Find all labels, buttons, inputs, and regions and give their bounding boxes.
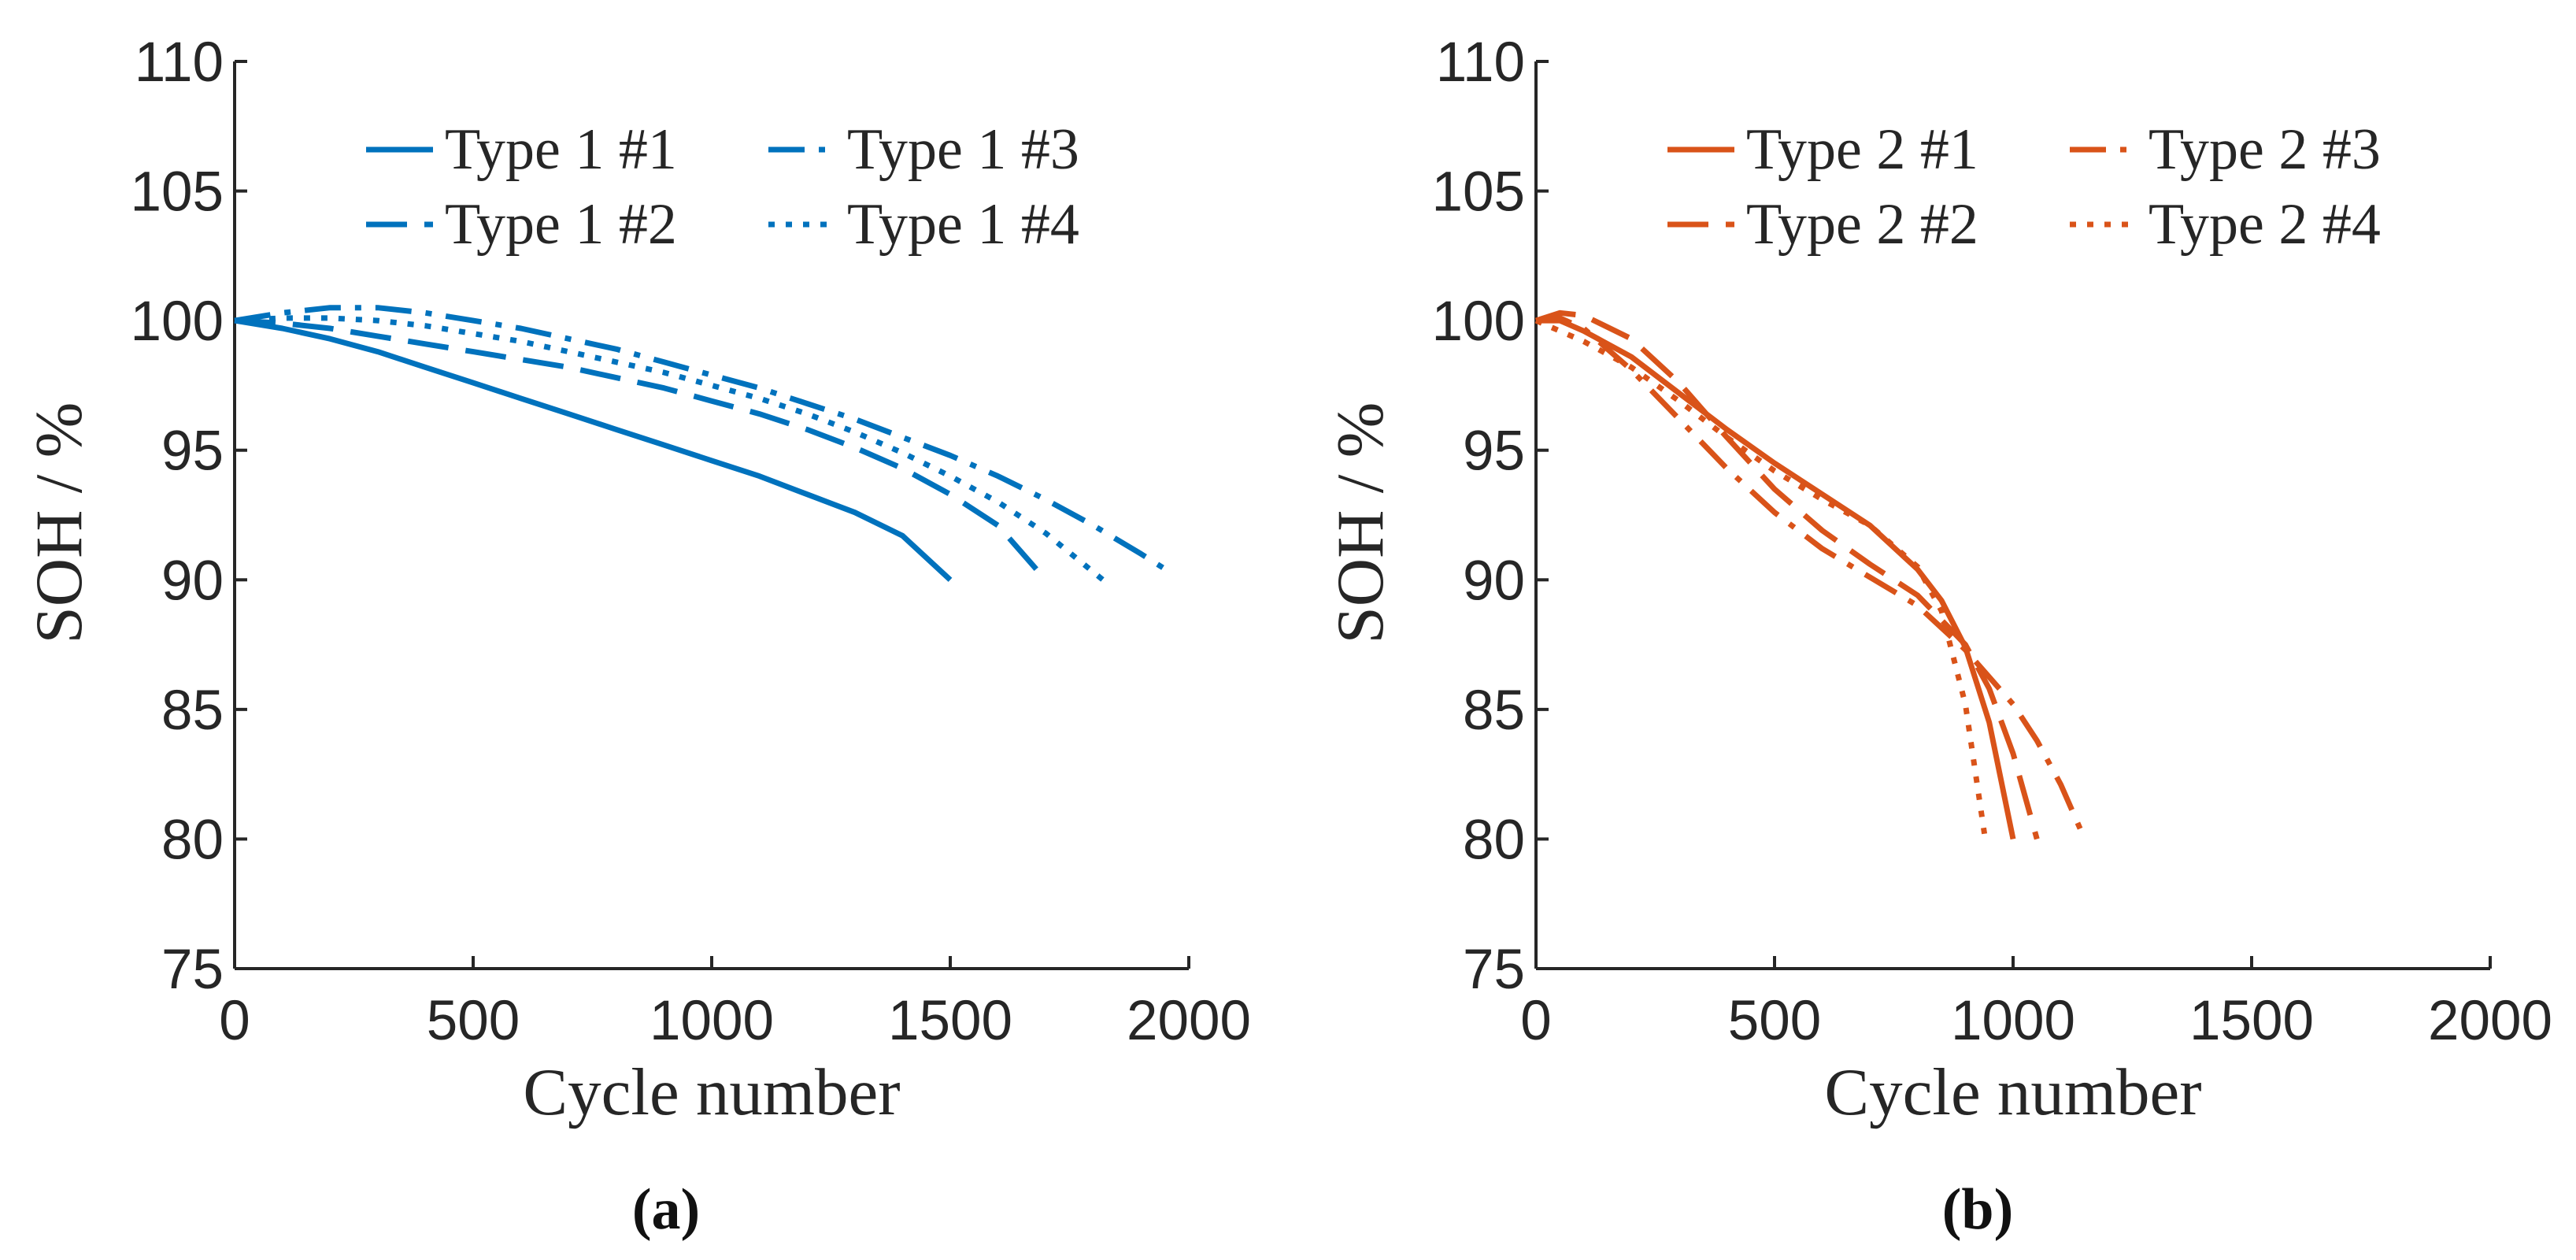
x-tick-label: 0 [1520, 990, 1552, 1052]
x-tick-label: 1000 [650, 990, 774, 1052]
y-tick-label: 85 [161, 680, 224, 742]
legend-entry: Type 1 #4 [847, 192, 1079, 257]
panel-label-a: (a) [632, 1177, 700, 1242]
x-axis-title-b: Cycle number [1824, 1055, 2201, 1129]
x-tick-label: 0 [219, 990, 250, 1052]
legend-entry: Type 2 #3 [2149, 117, 2381, 182]
y-tick-label: 105 [1432, 161, 1525, 224]
y-tick-label: 110 [1436, 32, 1525, 94]
legend-entry: Type 1 #2 [445, 192, 677, 257]
series-line-type-1-3 [234, 305, 1171, 575]
legend-entry: Type 1 #3 [847, 117, 1079, 182]
y-tick-label: 90 [1463, 550, 1525, 612]
y-tick-label: 95 [1463, 421, 1525, 483]
y-tick-label: 75 [161, 939, 224, 1001]
y-tick-label: 100 [1432, 291, 1525, 353]
legend-entry: Type 1 #1 [445, 117, 677, 182]
legend-entry: Type 2 #1 [1746, 117, 1978, 182]
y-axis-title-b: SOH / % [1323, 402, 1397, 644]
y-tick-label: 80 [1463, 809, 1525, 871]
y-tick-label: 100 [131, 291, 224, 353]
legend-entry: Type 2 #2 [1746, 192, 1978, 257]
y-tick-label: 85 [1463, 680, 1525, 742]
series-line-type-2-3 [1535, 315, 2088, 840]
legend-entry: Type 2 #4 [2149, 192, 2381, 257]
y-tick-label: 80 [161, 809, 224, 871]
y-tick-label: 90 [161, 550, 224, 612]
panel-label-b: (b) [1942, 1177, 2013, 1242]
x-tick-label: 500 [427, 990, 520, 1052]
series-line-type-2-1 [1536, 317, 2016, 840]
series-line-type-1-2 [234, 317, 1048, 582]
y-tick-label: 105 [131, 161, 224, 224]
series-line-type-2-2 [1534, 309, 2040, 840]
x-tick-label: 500 [1728, 990, 1821, 1052]
series-line-type-1-4 [234, 315, 1105, 583]
x-tick-label: 1000 [1951, 990, 2075, 1052]
x-axis-title-a: Cycle number [523, 1055, 900, 1129]
panel-a-chart: 75 80 85 90 95 100 105 110 0 500 1000 1500 2000 Cycle… [22, 32, 1251, 1242]
panel-b-chart: 75 80 85 90 95 100 105 110 0 500 1000 1500 2000 Cycle… [1323, 32, 2552, 1242]
series-line-type-1-1 [234, 317, 953, 582]
series-line-type-2-4 [1534, 317, 1988, 835]
x-tick-label: 2000 [1127, 990, 1251, 1052]
x-tick-label: 1500 [2189, 990, 2314, 1052]
y-axis-title-a: SOH / % [22, 402, 96, 644]
x-tick-label: 2000 [2428, 990, 2552, 1052]
y-tick-label: 110 [135, 32, 224, 94]
y-tick-label: 95 [161, 421, 224, 483]
x-tick-label: 1500 [888, 990, 1012, 1052]
y-tick-label: 75 [1463, 939, 1525, 1001]
